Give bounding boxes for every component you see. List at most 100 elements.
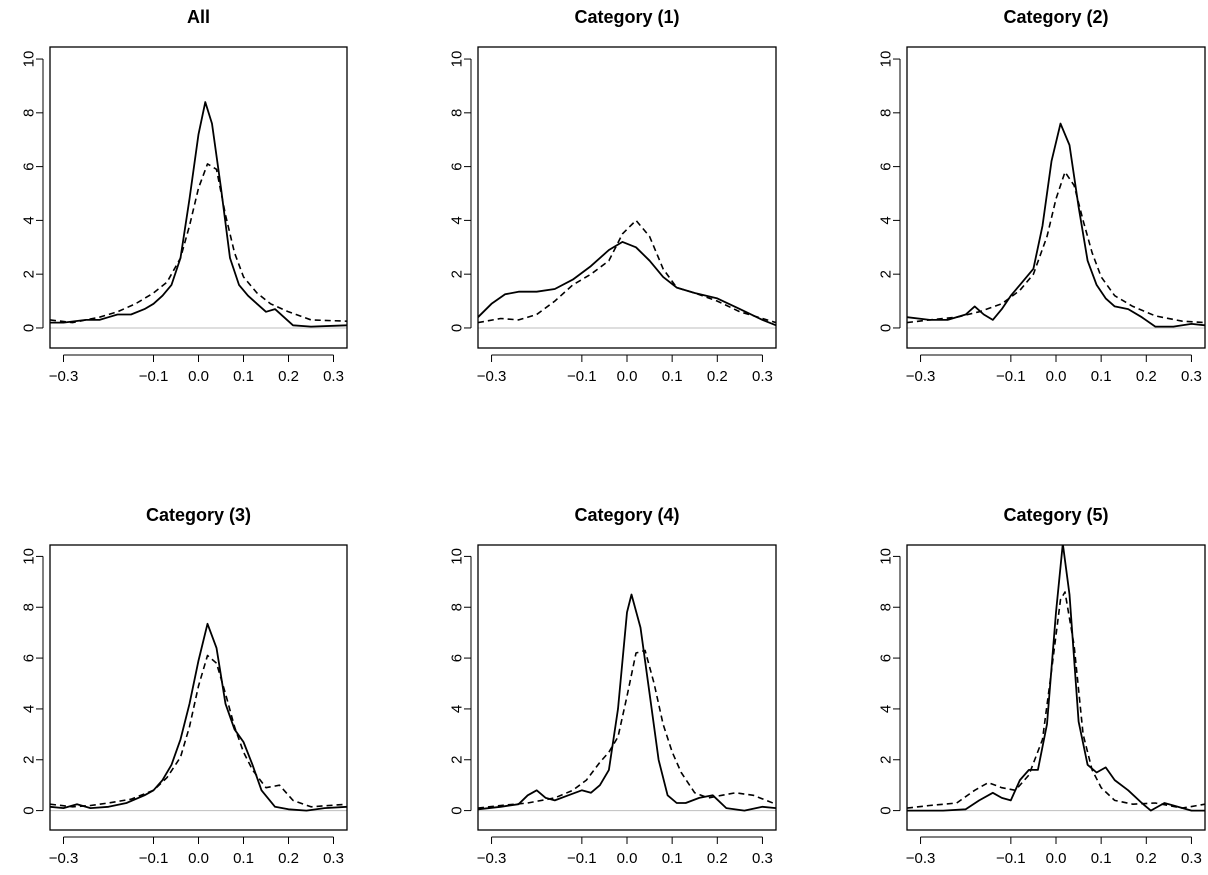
dashed-density-curve: [907, 171, 1205, 324]
y-tick-label: 10: [449, 548, 466, 565]
x-tick-label: −0.3: [477, 368, 507, 385]
x-tick-label: 0.0: [188, 368, 209, 385]
y-tick-label: 4: [878, 705, 895, 713]
x-tick-label: 0.1: [233, 368, 254, 385]
x-tick-label: −0.1: [996, 850, 1026, 867]
x-tick-label: −0.1: [567, 368, 597, 385]
x-tick-label: 0.1: [1091, 368, 1112, 385]
panel-6: Category (5) −0.3 −0.1 0.0 0.1 0.2 0.3 0 2 4 6 8 10: [878, 505, 1206, 867]
x-tick-label: 0.3: [752, 368, 773, 385]
y-tick-label: 8: [878, 109, 895, 117]
y-tick-label: 0: [878, 806, 895, 814]
plot-frame: [906, 46, 1206, 349]
y-tick-label: 2: [449, 270, 466, 278]
x-tick-label: 0.2: [278, 850, 299, 867]
y-tick-label: 0: [21, 324, 38, 332]
x-tick-label: 0.3: [1181, 850, 1202, 867]
x-tick-label: 0.1: [662, 368, 683, 385]
y-tick-label: 8: [21, 603, 38, 611]
y-tick-label: 6: [878, 162, 895, 170]
x-tick-label: −0.3: [906, 850, 936, 867]
y-tick-label: 8: [449, 109, 466, 117]
x-tick-label: −0.3: [49, 368, 79, 385]
y-tick-label: 6: [21, 654, 38, 662]
x-tick-label: 0.1: [233, 850, 254, 867]
dashed-density-curve: [907, 591, 1205, 809]
panel-5: Category (4) −0.3 −0.1 0.0 0.1 0.2 0.3 0 2 4 6 8 10: [449, 505, 777, 867]
y-tick-label: 6: [449, 162, 466, 170]
plot-frame: [906, 544, 1206, 831]
x-tick-label: 0.2: [707, 368, 728, 385]
panel-title: Category (4): [574, 505, 679, 525]
plot-frame: [477, 544, 777, 831]
y-tick-label: 8: [878, 603, 895, 611]
y-tick-label: 10: [449, 51, 466, 68]
solid-density-curve: [478, 241, 776, 327]
x-tick-label: 0.3: [752, 850, 773, 867]
x-tick-label: −0.1: [996, 368, 1026, 385]
y-tick-label: 4: [21, 216, 38, 224]
y-tick-label: 8: [449, 603, 466, 611]
panel-title: Category (3): [146, 505, 251, 525]
y-tick-label: 0: [21, 806, 38, 814]
y-tick-label: 10: [878, 51, 895, 68]
y-tick-label: 2: [878, 270, 895, 278]
dashed-density-curve: [50, 654, 347, 808]
y-tick-label: 4: [21, 705, 38, 713]
plot-frame: [49, 46, 348, 349]
x-tick-label: 0.3: [323, 368, 344, 385]
plot-frame: [49, 544, 348, 831]
y-tick-label: 2: [449, 756, 466, 764]
y-tick-label: 4: [449, 216, 466, 224]
y-tick-label: 4: [878, 216, 895, 224]
solid-density-curve: [907, 122, 1205, 328]
x-tick-label: 0.2: [1136, 850, 1157, 867]
x-tick-label: 0.0: [617, 850, 638, 867]
x-tick-label: 0.0: [1046, 850, 1067, 867]
x-tick-label: −0.1: [139, 850, 169, 867]
y-tick-label: 8: [21, 109, 38, 117]
panel-2: Category (1) −0.3 −0.1 0.0 0.1 0.2 0.3 0 2 4 6 8 10: [449, 7, 777, 385]
y-tick-label: 0: [449, 324, 466, 332]
x-tick-label: 0.3: [1181, 368, 1202, 385]
y-tick-label: 0: [878, 324, 895, 332]
y-tick-label: 2: [878, 756, 895, 764]
panel-1: All −0.3 −0.1 0.0 0.1 0.2 0.3 0 2 4 6 8 10: [21, 7, 348, 385]
y-tick-label: 2: [21, 270, 38, 278]
panel-title: All: [187, 7, 210, 27]
x-tick-label: 0.2: [1136, 368, 1157, 385]
panel-3: Category (2) −0.3 −0.1 0.0 0.1 0.2 0.3 0 2 4 6 8 10: [878, 7, 1206, 385]
x-tick-label: 0.0: [617, 368, 638, 385]
dashed-density-curve: [478, 219, 776, 324]
y-tick-label: 6: [878, 654, 895, 662]
solid-density-curve: [478, 593, 776, 812]
dashed-density-curve: [50, 163, 347, 324]
x-tick-label: 0.2: [278, 368, 299, 385]
x-tick-label: −0.1: [567, 850, 597, 867]
y-tick-label: 6: [449, 654, 466, 662]
solid-density-curve: [50, 622, 347, 812]
y-tick-label: 6: [21, 162, 38, 170]
plot-frame: [477, 46, 777, 349]
solid-density-curve: [907, 545, 1205, 812]
x-tick-label: 0.2: [707, 850, 728, 867]
x-tick-label: 0.1: [662, 850, 683, 867]
y-tick-label: 10: [878, 548, 895, 565]
solid-density-curve: [50, 101, 347, 328]
y-tick-label: 4: [449, 705, 466, 713]
x-tick-label: −0.3: [906, 368, 936, 385]
y-tick-label: 2: [21, 756, 38, 764]
panel-title: Category (1): [574, 7, 679, 27]
y-tick-label: 0: [449, 806, 466, 814]
y-tick-label: 10: [21, 51, 38, 68]
panel-title: Category (2): [1003, 7, 1108, 27]
x-tick-label: 0.1: [1091, 850, 1112, 867]
dashed-density-curve: [478, 649, 776, 809]
y-tick-label: 10: [21, 548, 38, 565]
x-tick-label: 0.3: [323, 850, 344, 867]
x-tick-label: −0.3: [477, 850, 507, 867]
x-tick-label: 0.0: [1046, 368, 1067, 385]
x-tick-label: −0.1: [139, 368, 169, 385]
x-tick-label: −0.3: [49, 850, 79, 867]
